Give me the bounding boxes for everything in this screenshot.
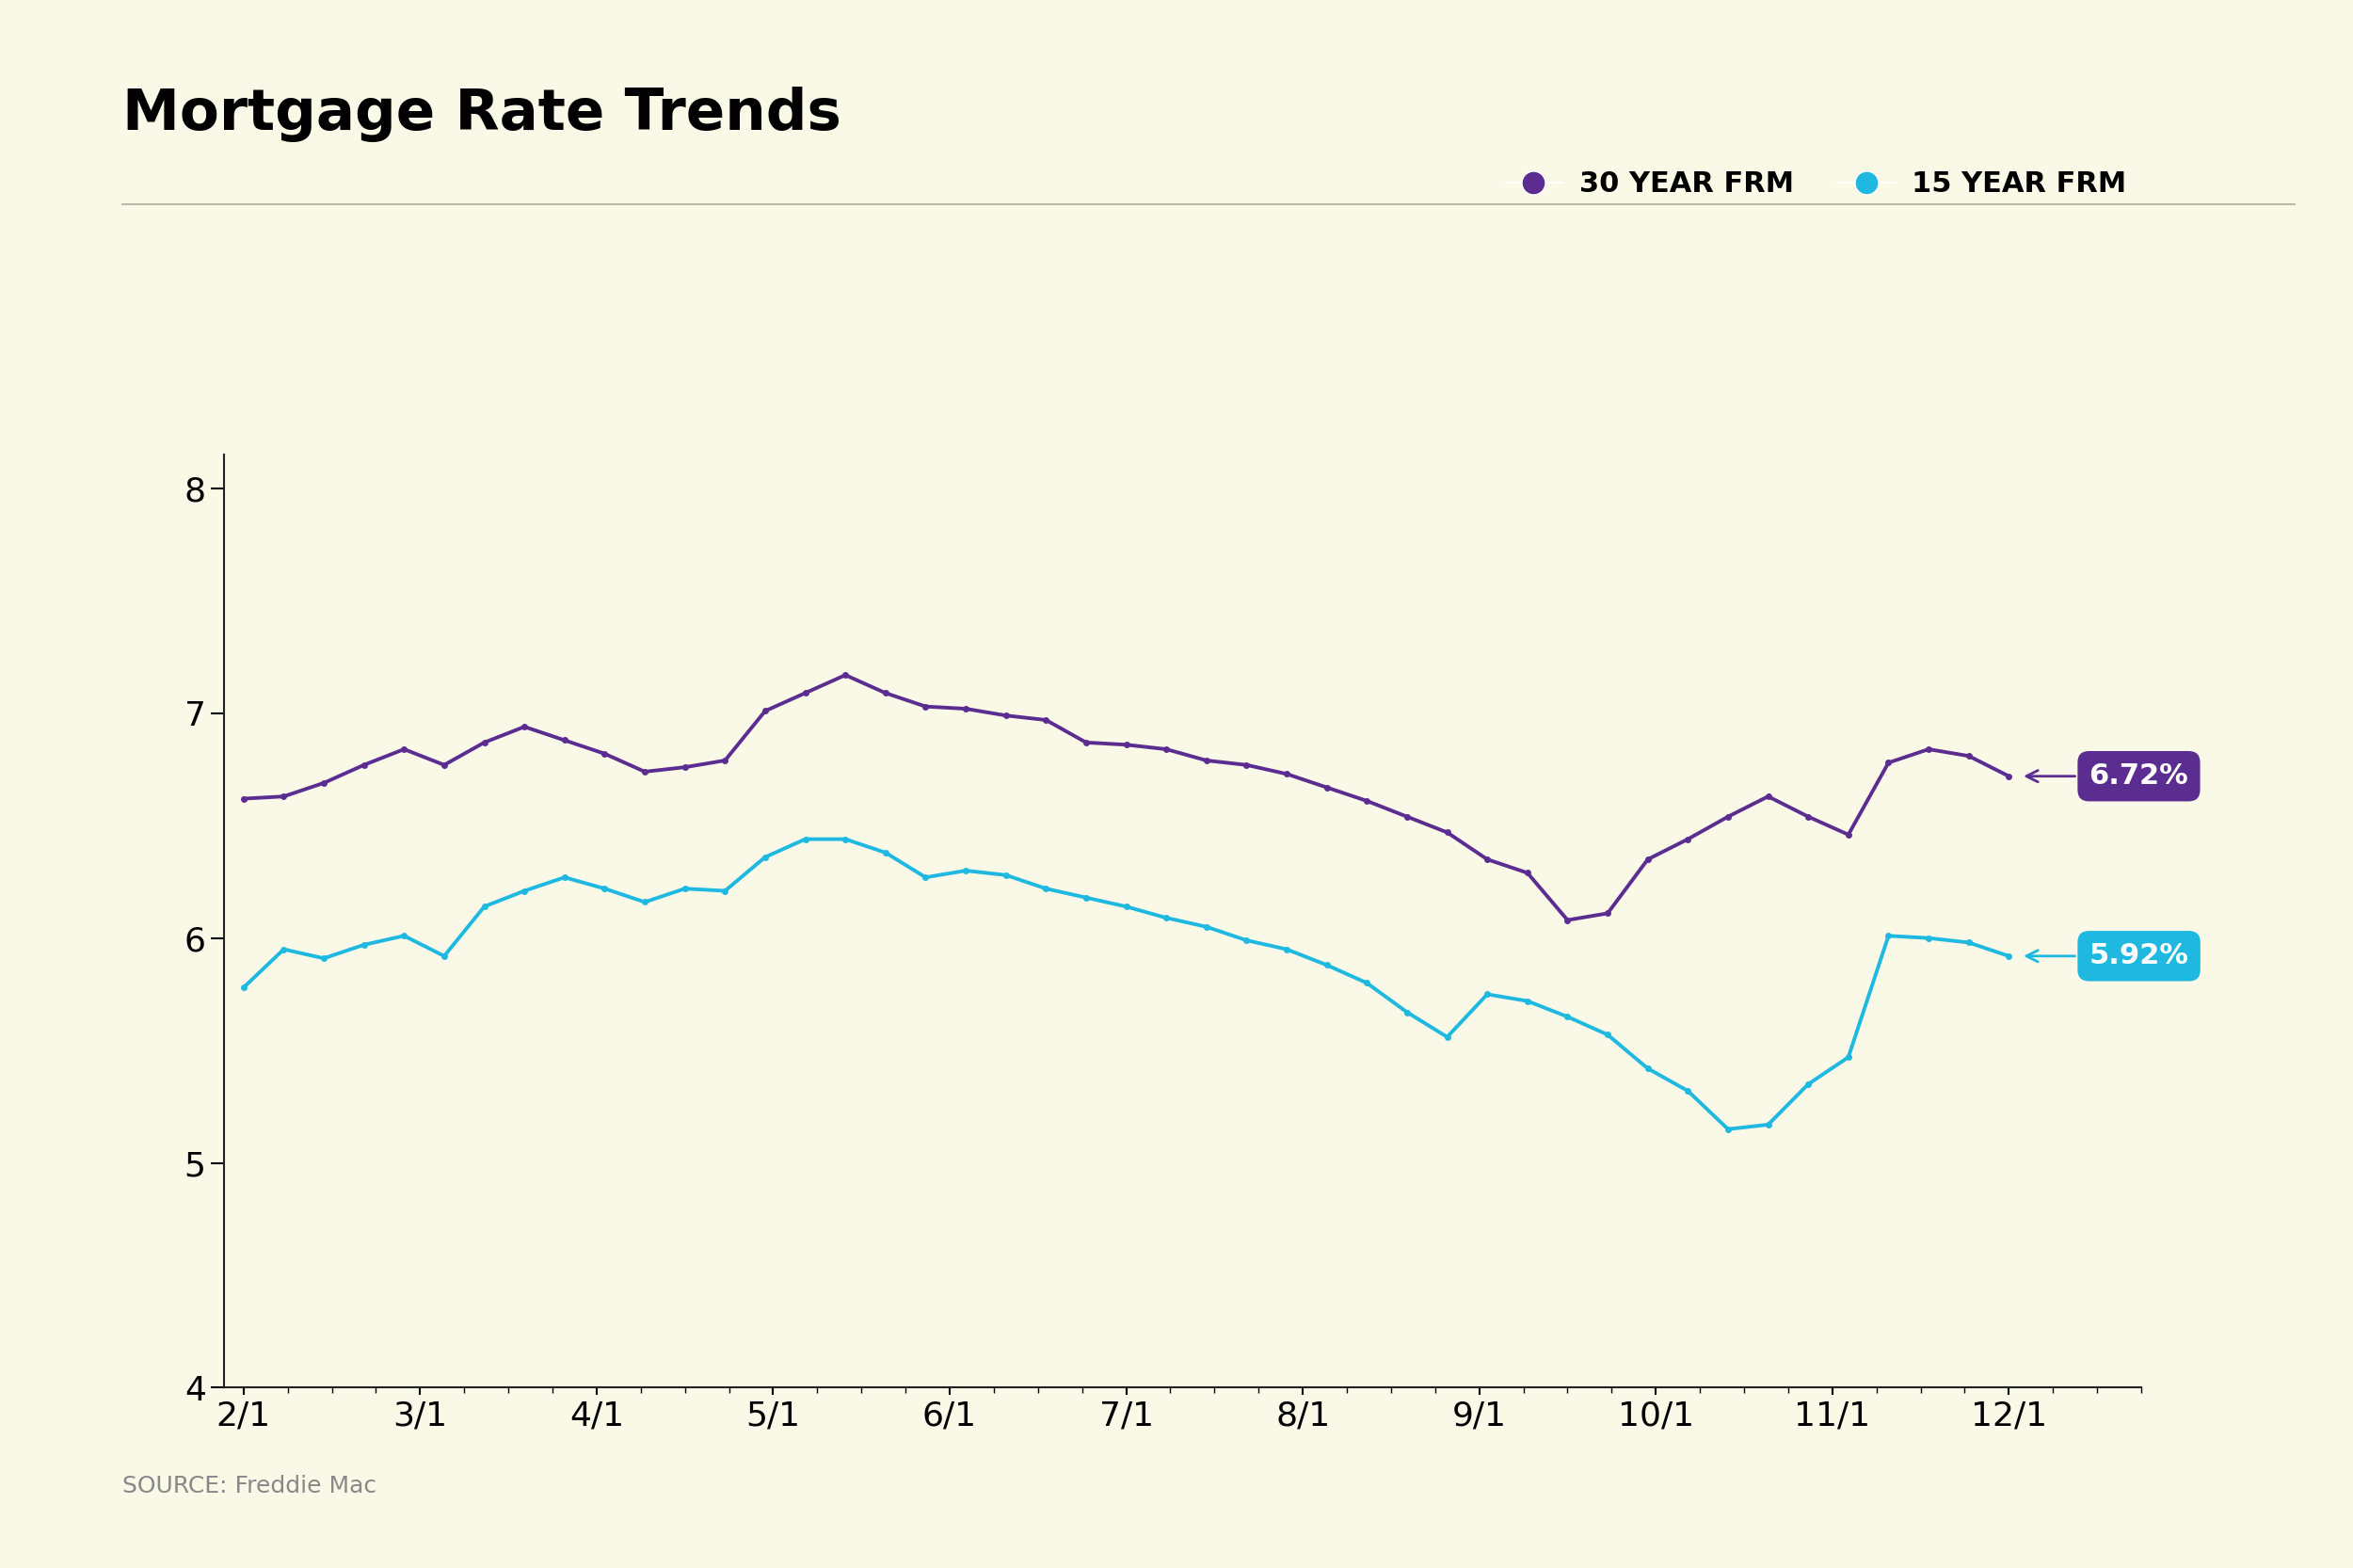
- Text: 5.92%: 5.92%: [2026, 942, 2188, 969]
- Text: 6.72%: 6.72%: [2026, 762, 2188, 790]
- Text: SOURCE: Freddie Mac: SOURCE: Freddie Mac: [122, 1475, 376, 1497]
- Text: Mortgage Rate Trends: Mortgage Rate Trends: [122, 86, 842, 141]
- Legend: 30 YEAR FRM, 15 YEAR FRM: 30 YEAR FRM, 15 YEAR FRM: [1504, 171, 2127, 198]
